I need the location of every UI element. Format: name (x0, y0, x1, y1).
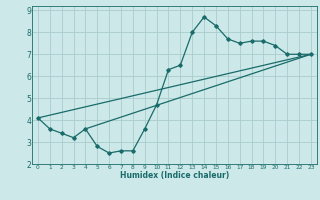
X-axis label: Humidex (Indice chaleur): Humidex (Indice chaleur) (120, 171, 229, 180)
